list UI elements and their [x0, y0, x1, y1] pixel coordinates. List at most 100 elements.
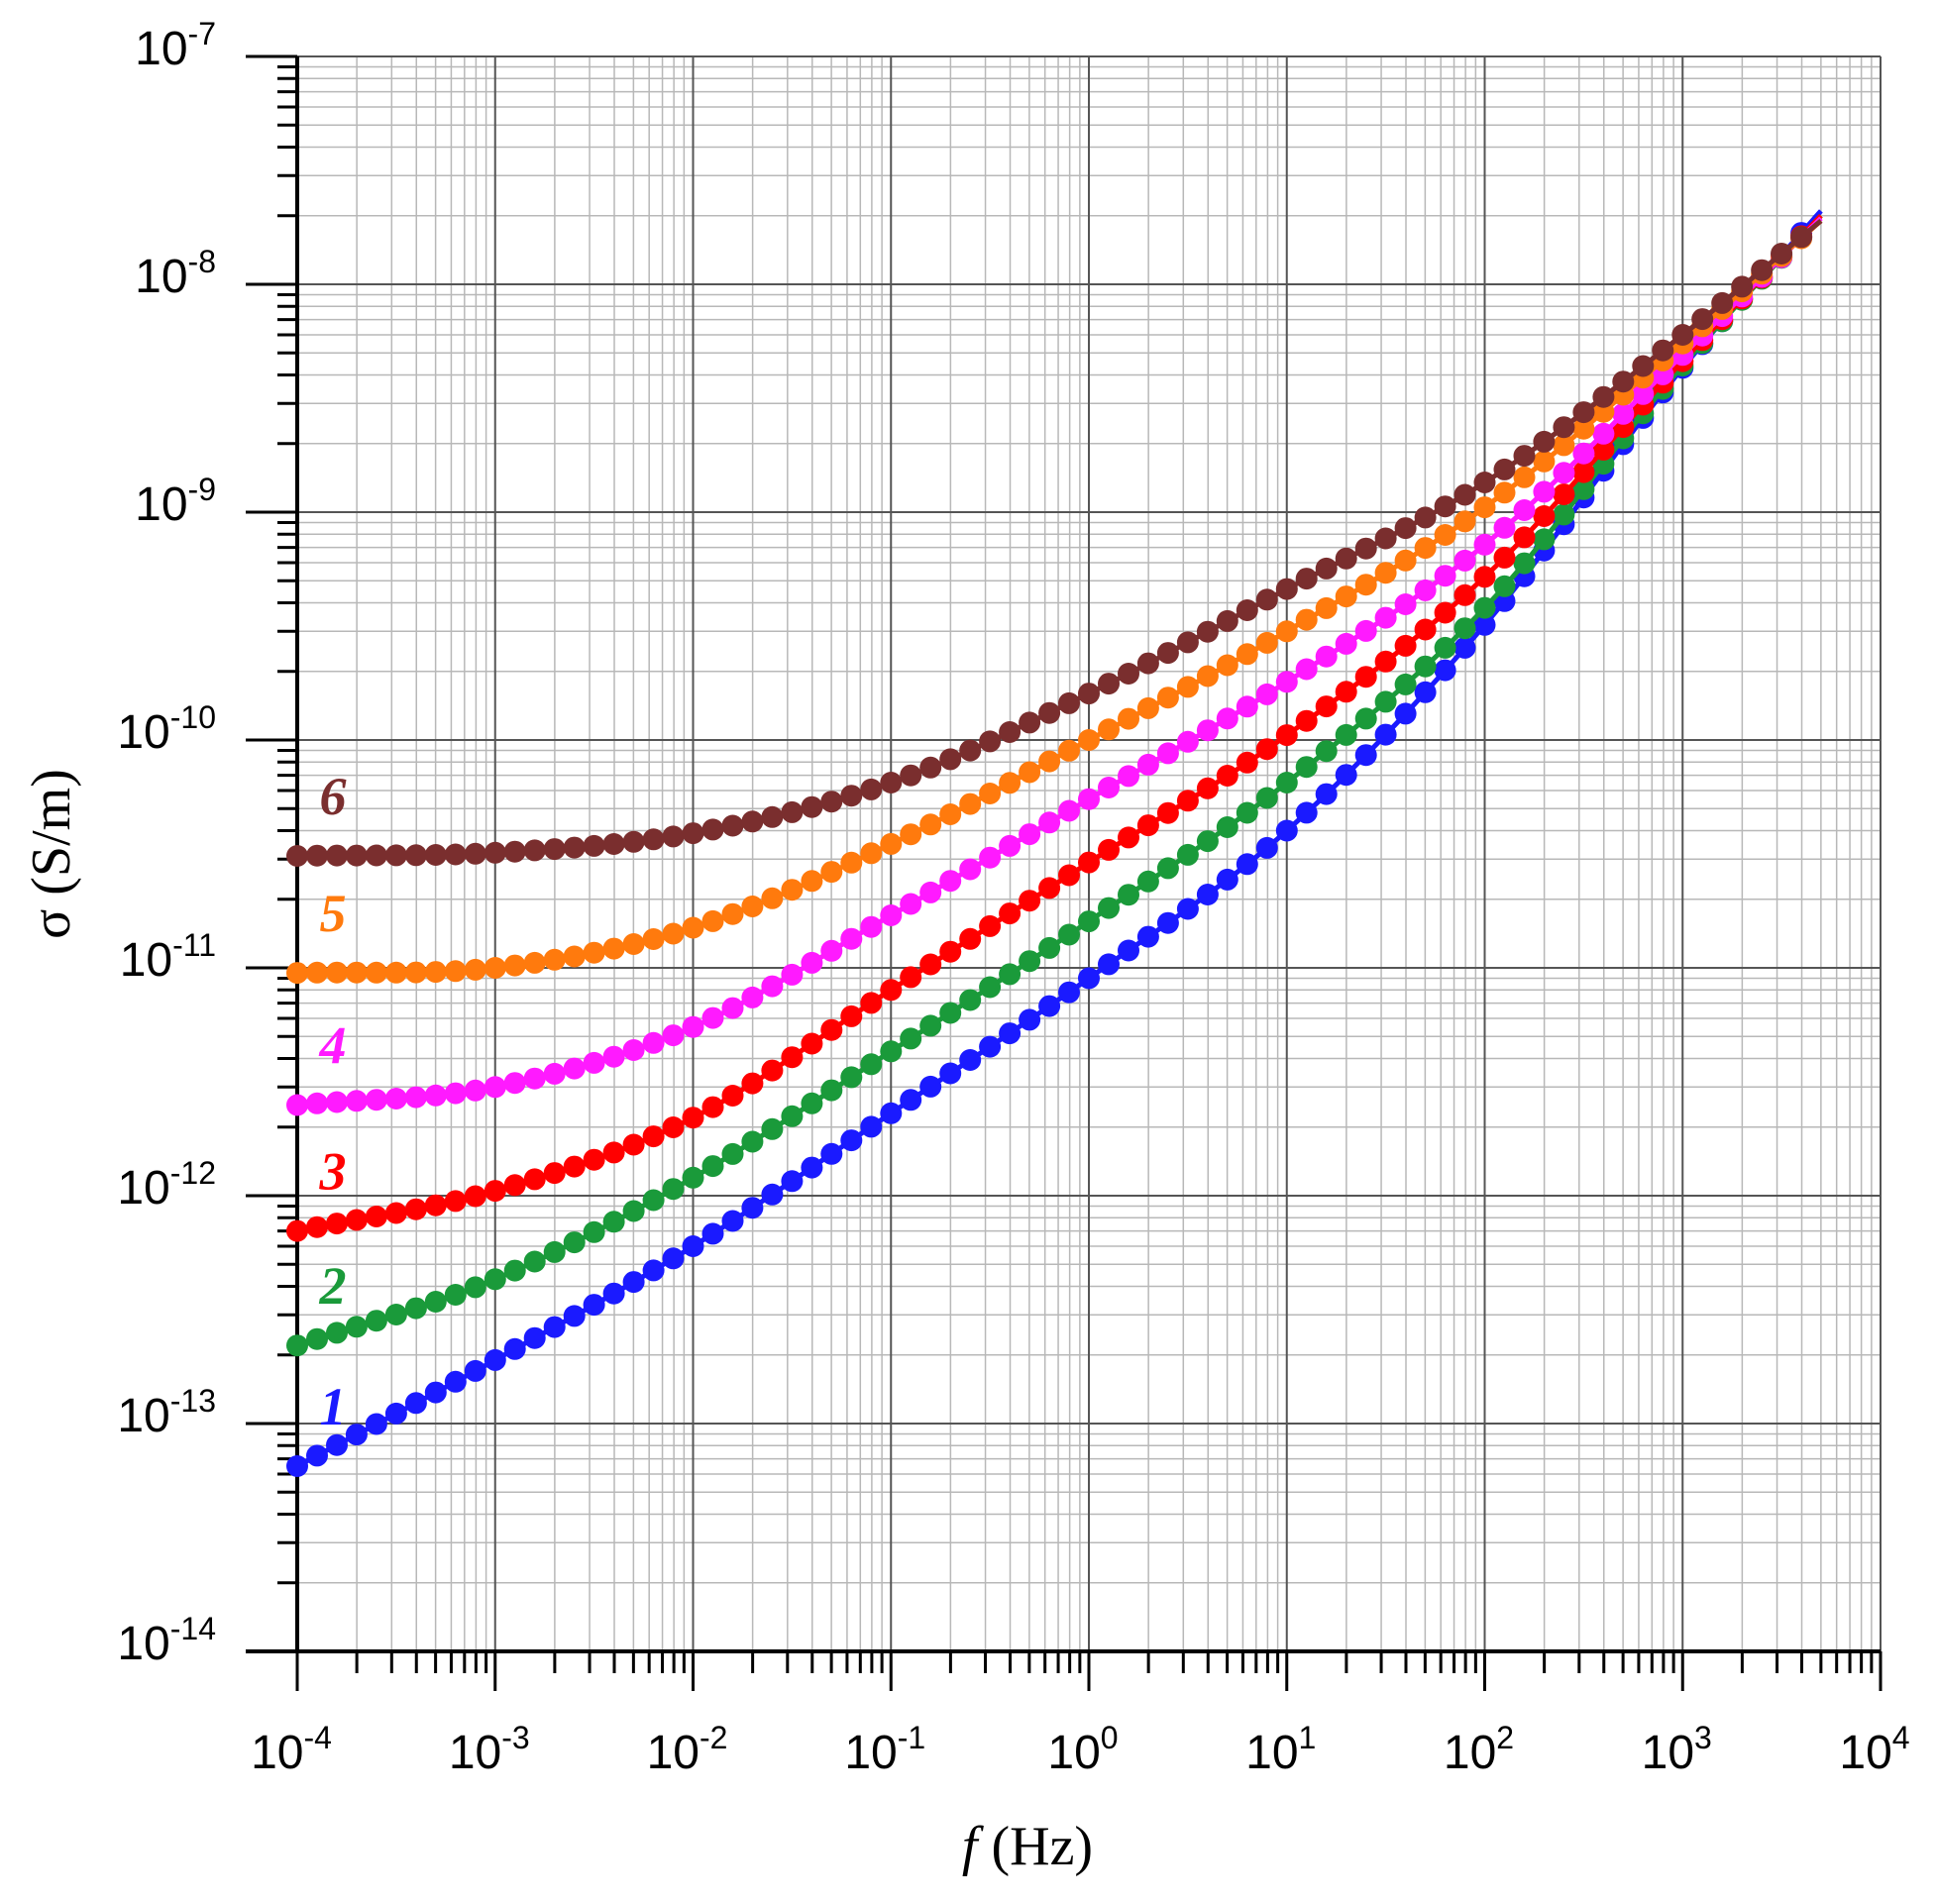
series-1-point [642, 1259, 665, 1282]
series-2-point [761, 1117, 784, 1140]
series-1-point [1176, 898, 1199, 920]
series-1-point [365, 1413, 387, 1435]
series-2-point [1216, 816, 1238, 838]
series-6-point [1493, 458, 1516, 480]
series-6-point [1275, 578, 1298, 600]
series-3-point [1513, 526, 1536, 549]
series-6-point [1790, 226, 1813, 249]
series-5-point [523, 951, 546, 974]
curve-label-5: 5 [320, 884, 347, 943]
series-2-point [919, 1014, 942, 1037]
series-4-point [1255, 683, 1278, 705]
y-tick-label: 10-14 [117, 1611, 216, 1670]
series-1-point [1275, 819, 1298, 842]
series-6-point [880, 772, 903, 793]
series-1-point [444, 1370, 467, 1393]
series-2-point [1156, 857, 1179, 880]
series-3-point [563, 1155, 586, 1178]
series-3-point [1592, 438, 1615, 461]
y-tick-label: 10-11 [120, 927, 216, 987]
series-1-point [1473, 613, 1496, 636]
series-2-point [1098, 897, 1120, 919]
series-5-point [326, 961, 348, 984]
series-1-point [306, 1444, 328, 1467]
series-4-point [1295, 658, 1318, 681]
series-4-point [444, 1082, 467, 1105]
series-3-point [365, 1206, 387, 1227]
series-1-point [543, 1316, 566, 1338]
series-2-point [1354, 707, 1377, 730]
series-4-point [1315, 645, 1338, 668]
series-2-point [523, 1250, 546, 1273]
series-3-point [1493, 546, 1516, 569]
series-1-point [1394, 702, 1417, 725]
series-1-point [1118, 939, 1139, 962]
series-3-point [464, 1185, 486, 1208]
series-5-point [1255, 631, 1278, 654]
series-1-point [1136, 925, 1159, 948]
series-4-point [1019, 823, 1041, 846]
series-5-point [1354, 574, 1377, 596]
series-3-point [602, 1141, 625, 1164]
series-1-point [761, 1183, 784, 1206]
series-3-point [622, 1133, 645, 1156]
series-1-point [662, 1247, 685, 1270]
y-tick-label: 10-12 [117, 1155, 216, 1215]
series-4-point [1533, 480, 1556, 503]
series-6-point [1156, 642, 1179, 665]
series-1-point [583, 1294, 605, 1317]
series-1-point [523, 1326, 546, 1349]
series-3-point [1078, 851, 1100, 874]
series-5-point [900, 823, 922, 846]
series-5-point [999, 772, 1022, 794]
series-6-point [1078, 683, 1100, 705]
series-1-point [384, 1402, 407, 1425]
series-6-point [1691, 308, 1714, 331]
series-5-point [840, 851, 863, 874]
series-6-point [286, 845, 308, 867]
series-6-point [1374, 527, 1397, 550]
series-5-point [306, 961, 328, 984]
series-6-point [1058, 691, 1080, 714]
series-5-point [1553, 434, 1575, 457]
series-2-point [840, 1066, 863, 1089]
x-tick-label: 10-4 [251, 1720, 332, 1779]
series-4-point [1118, 765, 1139, 788]
series-2-point [1078, 910, 1100, 933]
series-3-point [1473, 566, 1496, 588]
series-5-point [1098, 718, 1120, 741]
series-1-point [1374, 723, 1397, 746]
series-1-point [840, 1129, 863, 1152]
curve-label-3: 3 [319, 1142, 347, 1202]
series-6-point [1671, 324, 1694, 346]
series-4-point [1354, 619, 1377, 642]
series-1-point [959, 1049, 982, 1071]
series-4-point [741, 986, 764, 1008]
series-3-point [1176, 790, 1199, 812]
series-6-point [543, 838, 566, 861]
series-4-line [296, 216, 1823, 1108]
series-5-point [919, 813, 942, 836]
curve-label-4: 4 [319, 1015, 347, 1075]
series-2-point [384, 1304, 407, 1325]
series-5-point [1513, 466, 1536, 488]
series-6-point [1711, 291, 1734, 314]
series-5-point [1394, 549, 1417, 572]
series-4-point [1632, 382, 1655, 405]
x-tick-label: 10-1 [844, 1720, 925, 1779]
series-3-point [1354, 666, 1377, 688]
series-1-point [880, 1102, 903, 1124]
series-4-point [801, 951, 823, 974]
series-5-point [424, 961, 447, 984]
series-1-point [741, 1197, 764, 1219]
series-4-point [1374, 606, 1397, 629]
series-6-point [1335, 547, 1357, 570]
series-5-point [721, 902, 744, 925]
series-6-point [1473, 472, 1496, 493]
series-3-point [781, 1046, 804, 1069]
series-2-point [444, 1284, 467, 1306]
series-5-point [286, 962, 308, 985]
series-5-point [1414, 537, 1437, 560]
series-4-point [1493, 516, 1516, 539]
series-1-point [1453, 636, 1476, 659]
